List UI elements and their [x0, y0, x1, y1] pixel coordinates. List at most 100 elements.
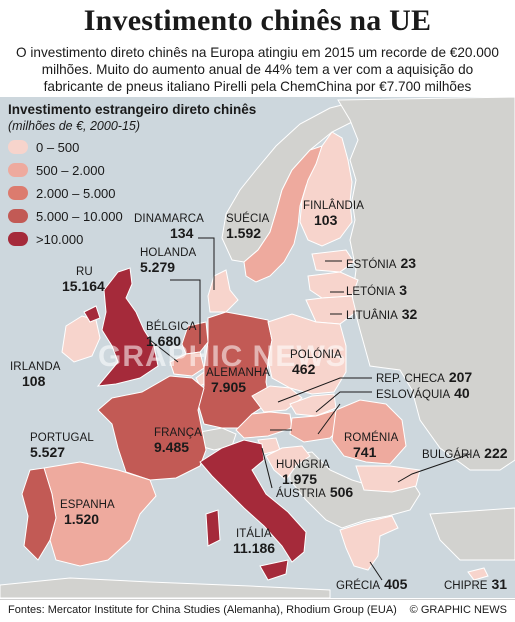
- non-eu-land-balkans: [289, 451, 421, 529]
- country-cyprus: [467, 567, 489, 581]
- label-eslovaquia-name: ESLOVÁQUIA: [376, 389, 451, 401]
- legend-item: >10.000: [8, 229, 83, 249]
- label-romenia-name: ROMÉNIA: [344, 432, 399, 444]
- label-repcheca-value: 207: [448, 369, 473, 385]
- label-grecia-value: 405: [384, 576, 408, 592]
- label-portugal-value: 5.527: [30, 444, 66, 460]
- label-polonia-name: POLÓNIA: [290, 349, 342, 361]
- label-estonia-name: ESTÓNIA: [346, 259, 397, 271]
- label-finlandia-name: FINLÂNDIA: [303, 200, 364, 212]
- legend-item: 500 – 2.000: [8, 160, 105, 180]
- label-suecia-name: SUÉCIA: [226, 213, 270, 225]
- label-polonia-value: 462: [292, 361, 316, 377]
- legend-title: Investimento estrangeiro direto chinês: [8, 102, 257, 117]
- label-ru-value: 15.164: [62, 278, 105, 294]
- label-romenia-value: 741: [353, 444, 377, 460]
- label-bulgaria-value: 222: [484, 445, 508, 461]
- label-estonia: ESTÓNIA 23: [346, 255, 416, 273]
- label-eslovaquia: ESLOVÁQUIA 40: [376, 385, 470, 403]
- label-hungria-value: 1.975: [282, 471, 318, 487]
- country-denmark: [207, 269, 239, 313]
- country-greece: [339, 515, 399, 571]
- label-lituania: LITUÂNIA 32: [346, 306, 417, 324]
- label-lituania-value: 32: [401, 306, 418, 322]
- label-letonia-name: LETÓNIA: [346, 286, 396, 298]
- label-austria-value: 506: [329, 484, 354, 500]
- legend-item: 0 – 500: [8, 137, 79, 157]
- country-ireland: [61, 315, 101, 363]
- lede-text: O investimento direto chinês na Europa a…: [16, 45, 499, 94]
- label-franca-name: FRANÇA: [154, 427, 202, 439]
- label-finlandia-value: 103: [314, 212, 338, 228]
- legend-swatch: [8, 209, 28, 223]
- non-eu-land-east: [337, 97, 515, 471]
- label-alemanha-name: ALEMANHA: [206, 367, 271, 379]
- europe-map: [0, 97, 515, 598]
- label-belgica-value: 1.680: [146, 333, 182, 349]
- label-estonia-value: 23: [400, 255, 417, 271]
- watermark: GRAPHIC NEWS: [98, 340, 347, 373]
- country-france: [97, 375, 207, 481]
- label-grecia-name: GRÉCIA: [336, 580, 381, 592]
- label-letonia-value: 3: [399, 282, 408, 298]
- legend-label: >10.000: [36, 231, 84, 247]
- country-italy-sicily: [259, 559, 289, 581]
- page-title: Investimento chinês na UE: [83, 4, 432, 37]
- label-suecia-value: 1.592: [226, 225, 262, 241]
- label-belgica-name: BÉLGICA: [146, 321, 197, 333]
- non-eu-land-africa: [0, 577, 331, 598]
- legend-swatch: [8, 186, 28, 200]
- credit-text: © GRAPHIC NEWS: [409, 604, 507, 616]
- non-eu-land-turkey: [429, 507, 515, 561]
- label-eslovaquia-value: 40: [454, 385, 470, 401]
- country-uk: [96, 267, 159, 387]
- legend-swatch: [8, 163, 28, 177]
- label-chipre: CHIPRE 31: [444, 576, 507, 594]
- legend-label: 5.000 – 10.000: [36, 208, 123, 224]
- country-bulgaria: [355, 465, 421, 493]
- label-austria: ÁUSTRIA 506: [276, 484, 353, 502]
- label-bulgaria-name: BULGÁRIA: [422, 449, 481, 461]
- label-letonia: LETÓNIA 3: [346, 282, 407, 300]
- label-lituania-name: LITUÂNIA: [346, 310, 398, 322]
- label-hungria-name: HUNGRIA: [276, 459, 330, 471]
- legend-label: 2.000 – 5.000: [36, 185, 116, 201]
- label-bulgaria: BULGÁRIA 222: [422, 445, 508, 463]
- label-austria-name: ÁUSTRIA: [276, 488, 326, 500]
- label-repcheca-name: REP. CHECA: [376, 373, 445, 385]
- footer: Fontes: Mercator Institute for China Stu…: [0, 599, 515, 622]
- label-irlanda-value: 108: [22, 373, 46, 389]
- legend-label: 500 – 2.000: [36, 162, 105, 178]
- leader-lines: [149, 237, 471, 581]
- country-italy-sardinia: [205, 509, 221, 547]
- label-dinamarca-name: DINAMARCA: [134, 213, 204, 225]
- country-uk-ni: [83, 305, 101, 323]
- label-espanha-name: ESPANHA: [60, 499, 115, 511]
- label-ru-name: RU: [76, 266, 93, 278]
- legend-swatch: [8, 232, 28, 246]
- country-romania: [331, 399, 407, 465]
- legend-label: 0 – 500: [36, 139, 80, 155]
- country-poland: [267, 313, 347, 395]
- label-chipre-name: CHIPRE: [444, 580, 488, 592]
- label-irlanda-name: IRLANDA: [10, 361, 61, 373]
- label-holanda-value: 5.279: [140, 259, 176, 275]
- country-finland: [299, 131, 353, 247]
- country-austria: [235, 411, 293, 439]
- country-slovakia: [289, 393, 337, 417]
- label-grecia: GRÉCIA 405: [336, 576, 407, 594]
- legend-item: 5.000 – 10.000: [8, 206, 123, 226]
- country-czech: [251, 385, 303, 413]
- label-italia-value: 11.186: [233, 540, 276, 556]
- country-croatia: [265, 445, 311, 481]
- label-espanha-value: 1.520: [64, 511, 100, 527]
- legend-subtitle: (milhões de €, 2000-15): [8, 119, 141, 133]
- legend-swatch: [8, 140, 28, 154]
- label-chipre-value: 31: [491, 576, 508, 592]
- label-repcheca: REP. CHECA 207: [376, 369, 472, 387]
- label-portugal-name: PORTUGAL: [30, 432, 94, 444]
- label-italia-name: ITÁLIA: [236, 528, 272, 540]
- label-alemanha-value: 7.905: [211, 379, 247, 395]
- label-dinamarca-value: 134: [170, 225, 194, 241]
